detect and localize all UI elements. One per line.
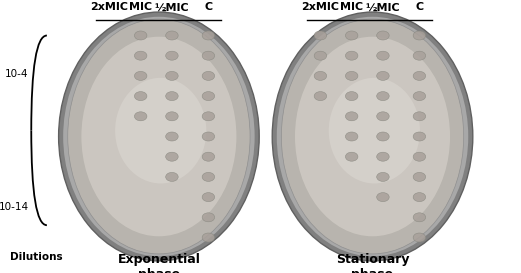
Ellipse shape [202,233,215,242]
Ellipse shape [63,17,255,256]
Ellipse shape [202,193,215,201]
Ellipse shape [202,213,215,222]
Ellipse shape [413,193,426,201]
Text: 10-14: 10-14 [0,203,29,212]
Text: 10-4: 10-4 [5,69,29,79]
Text: 2xMIC: 2xMIC [302,2,339,12]
Text: C: C [204,2,213,12]
Ellipse shape [166,132,178,141]
Ellipse shape [134,51,147,60]
Ellipse shape [115,78,206,183]
Ellipse shape [314,31,327,40]
Ellipse shape [413,213,426,222]
Text: Exponential
phase: Exponential phase [117,253,201,273]
Ellipse shape [345,51,358,60]
Ellipse shape [166,173,178,182]
Ellipse shape [166,71,178,81]
Text: 2xMIC: 2xMIC [91,2,128,12]
Ellipse shape [202,92,215,101]
Text: ½MIC: ½MIC [155,2,189,12]
Ellipse shape [413,152,426,161]
Ellipse shape [413,71,426,81]
Ellipse shape [377,112,389,121]
Ellipse shape [377,132,389,141]
Ellipse shape [166,112,178,121]
Ellipse shape [345,31,358,40]
Ellipse shape [314,92,327,101]
Ellipse shape [413,92,426,101]
Ellipse shape [202,152,215,161]
Ellipse shape [345,112,358,121]
Ellipse shape [202,112,215,121]
Text: ½MIC: ½MIC [366,2,400,12]
Ellipse shape [166,31,178,40]
Ellipse shape [345,132,358,141]
Ellipse shape [413,233,426,242]
Ellipse shape [413,173,426,182]
Ellipse shape [134,112,147,121]
Ellipse shape [202,132,215,141]
Ellipse shape [272,12,473,261]
Text: MIC: MIC [129,2,152,12]
Ellipse shape [281,19,464,254]
Ellipse shape [202,51,215,60]
Ellipse shape [329,78,420,183]
Ellipse shape [345,71,358,81]
Ellipse shape [134,92,147,101]
Ellipse shape [377,173,389,182]
Ellipse shape [377,152,389,161]
Text: Stationary
phase: Stationary phase [336,253,410,273]
Text: MIC: MIC [340,2,363,12]
Ellipse shape [202,71,215,81]
Ellipse shape [81,37,237,236]
Ellipse shape [314,71,327,81]
Ellipse shape [166,152,178,161]
Ellipse shape [295,37,450,236]
Ellipse shape [345,152,358,161]
Ellipse shape [377,92,389,101]
Ellipse shape [68,19,250,254]
Ellipse shape [413,51,426,60]
Ellipse shape [58,12,259,261]
Ellipse shape [166,51,178,60]
Ellipse shape [377,51,389,60]
Text: C: C [415,2,424,12]
Ellipse shape [314,51,327,60]
Ellipse shape [377,71,389,81]
Ellipse shape [166,92,178,101]
Ellipse shape [277,17,468,256]
Ellipse shape [377,193,389,201]
Ellipse shape [413,31,426,40]
Ellipse shape [413,132,426,141]
Ellipse shape [202,31,215,40]
Text: Dilutions: Dilutions [10,252,63,262]
Ellipse shape [377,31,389,40]
Ellipse shape [134,31,147,40]
Ellipse shape [202,173,215,182]
Ellipse shape [134,71,147,81]
Ellipse shape [413,112,426,121]
Ellipse shape [345,92,358,101]
